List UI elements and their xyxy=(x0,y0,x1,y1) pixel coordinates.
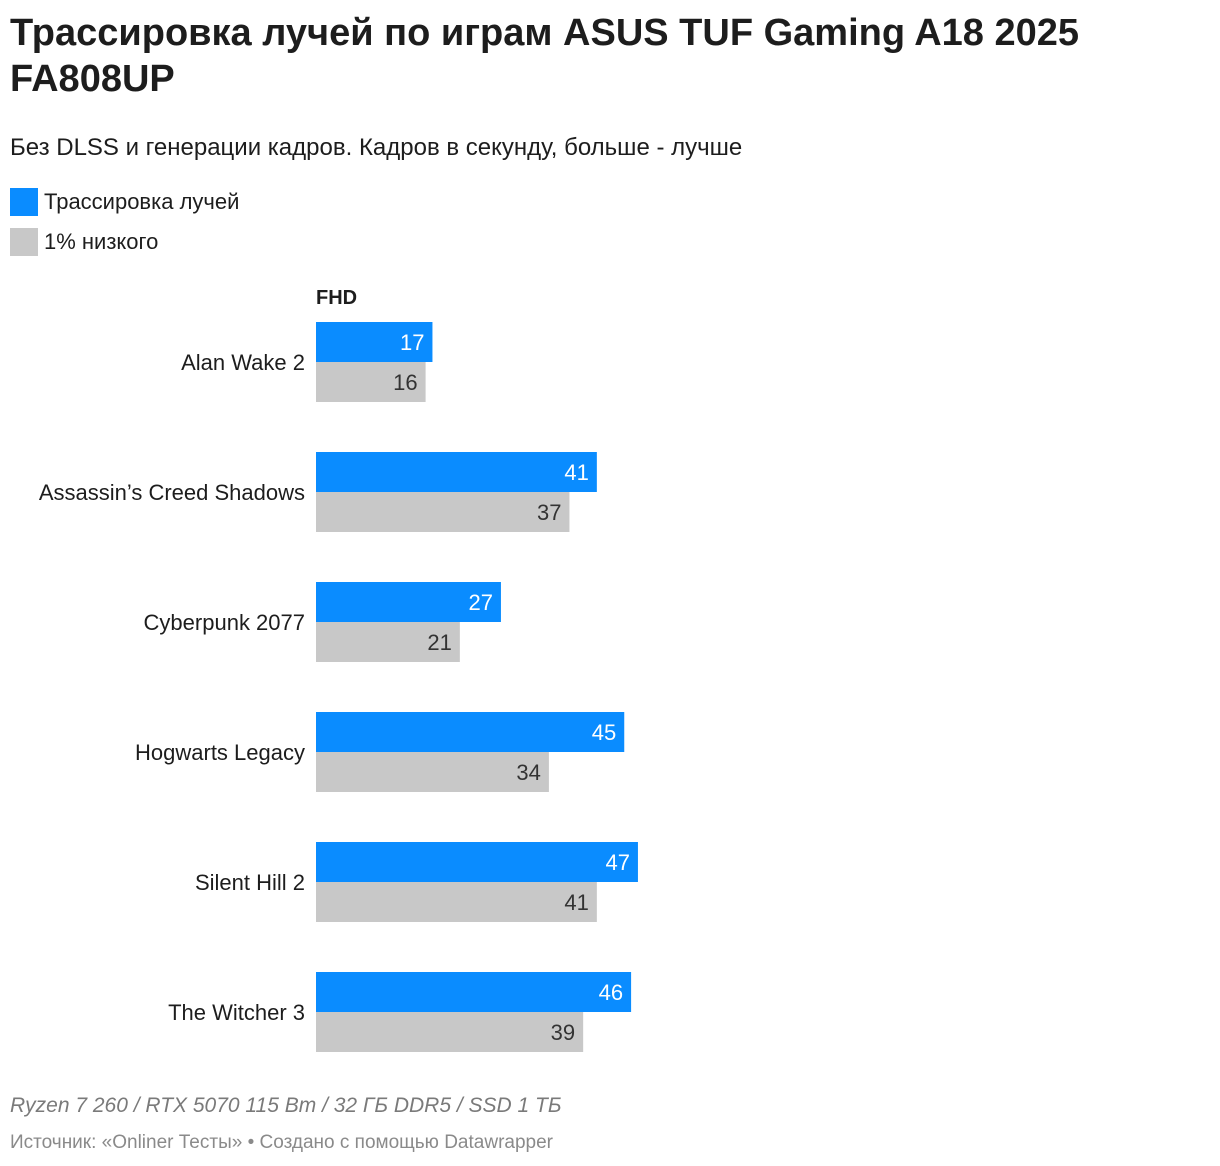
panel-title: FHD xyxy=(316,287,358,309)
value-label-ray-tracing-cyberpunk-2077: 27 xyxy=(468,590,492,615)
category-label-alan-wake-2: Alan Wake 2 xyxy=(181,350,305,375)
value-label-one-percent-low-silent-hill-2: 41 xyxy=(564,890,588,915)
footer: Источник: «Onliner Тесты» • Создано с по… xyxy=(10,1130,553,1156)
bar-one-percent-low-assassin-s-creed-shadows xyxy=(316,492,570,532)
legend-item-one-percent-low: 1% низкого xyxy=(10,226,239,258)
bar-ray-tracing-hogwarts-legacy xyxy=(316,712,625,752)
value-label-ray-tracing-hogwarts-legacy: 45 xyxy=(592,720,616,745)
source-label: Источник: xyxy=(10,1132,97,1153)
category-label-cyberpunk-2077: Cyberpunk 2077 xyxy=(144,610,305,635)
value-label-ray-tracing-alan-wake-2: 17 xyxy=(400,330,424,355)
legend: Трассировка лучей 1% низкого xyxy=(10,186,239,266)
value-label-one-percent-low-hogwarts-legacy: 34 xyxy=(516,760,540,785)
bar-one-percent-low-cyberpunk-2077 xyxy=(316,622,460,662)
category-label-silent-hill-2: Silent Hill 2 xyxy=(195,870,305,895)
bar-one-percent-low-silent-hill-2 xyxy=(316,882,597,922)
legend-item-ray-tracing: Трассировка лучей xyxy=(10,186,239,218)
chart-subtitle: Без DLSS и генерации кадров. Кадров в се… xyxy=(10,134,743,161)
legend-swatch-ray-tracing xyxy=(10,188,38,216)
bar-one-percent-low-alan-wake-2 xyxy=(316,362,426,402)
legend-label-one-percent-low: 1% низкого xyxy=(44,229,159,254)
category-label-hogwarts-legacy: Hogwarts Legacy xyxy=(135,740,305,765)
bar-ray-tracing-assassin-s-creed-shadows xyxy=(316,452,597,492)
value-label-one-percent-low-alan-wake-2: 16 xyxy=(393,370,417,395)
category-label-the-witcher-3: The Witcher 3 xyxy=(168,1000,305,1025)
value-label-ray-tracing-assassin-s-creed-shadows: 41 xyxy=(564,460,588,485)
category-label-assassin-s-creed-shadows: Assassin’s Creed Shadows xyxy=(39,480,305,505)
value-label-one-percent-low-assassin-s-creed-shadows: 37 xyxy=(537,500,561,525)
bar-ray-tracing-cyberpunk-2077 xyxy=(316,582,501,622)
bar-ray-tracing-silent-hill-2 xyxy=(316,842,638,882)
bar-ray-tracing-the-witcher-3 xyxy=(316,972,632,1012)
bar-ray-tracing-alan-wake-2 xyxy=(316,322,433,362)
hardware-notes: Ryzen 7 260 / RTX 5070 115 Вт / 32 ГБ DD… xyxy=(10,1094,562,1117)
legend-label-ray-tracing: Трассировка лучей xyxy=(44,189,240,214)
legend-swatch-one-percent-low xyxy=(10,228,38,256)
source-name: «Onliner Тесты» xyxy=(101,1132,243,1153)
value-label-one-percent-low-cyberpunk-2077: 21 xyxy=(427,630,451,655)
chart-title: Трассировка лучей по играм ASUS TUF Gami… xyxy=(10,12,1080,100)
created-with: Создано с помощью Datawrapper xyxy=(259,1132,553,1153)
value-label-ray-tracing-silent-hill-2: 47 xyxy=(605,850,629,875)
value-label-one-percent-low-the-witcher-3: 39 xyxy=(551,1020,575,1045)
value-label-ray-tracing-the-witcher-3: 46 xyxy=(599,980,623,1005)
bar-one-percent-low-hogwarts-legacy xyxy=(316,752,549,792)
footer-separator: • xyxy=(247,1132,255,1153)
bar-one-percent-low-the-witcher-3 xyxy=(316,1012,584,1052)
